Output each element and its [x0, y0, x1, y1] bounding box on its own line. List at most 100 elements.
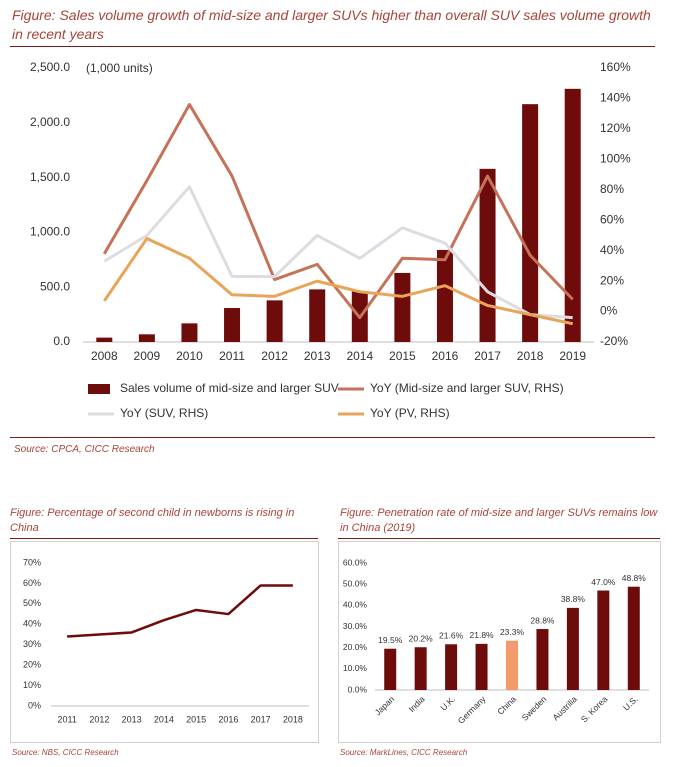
bar	[475, 643, 488, 690]
chart-frame	[10, 541, 319, 743]
bar	[138, 334, 155, 342]
x-tick-label: 2013	[122, 714, 142, 724]
y-tick-label: 0%	[28, 700, 41, 710]
y-tick-label: 30.0%	[343, 621, 368, 631]
x-tick-label: China	[495, 694, 518, 717]
y2-tick-label: 80%	[600, 182, 624, 196]
x-tick-label: 2014	[346, 349, 373, 363]
source: Source: NBS, CICC Research	[12, 748, 119, 757]
bar	[597, 590, 610, 690]
bar	[384, 648, 397, 690]
legend-label: YoY (SUV, RHS)	[120, 406, 208, 420]
x-tick-label: 2012	[89, 714, 109, 724]
legend-swatch	[88, 384, 110, 394]
bar	[479, 168, 496, 342]
x-tick-label: 2019	[559, 349, 586, 363]
x-tick-label: 2010	[176, 349, 203, 363]
x-tick-label: Sweden	[520, 694, 549, 723]
y-tick-label: 70%	[23, 557, 41, 567]
x-tick-label: 2009	[134, 349, 161, 363]
x-tick-label: Austrilia	[550, 694, 579, 723]
y-tick-label: 20.0%	[343, 642, 368, 652]
x-tick-label: 2008	[91, 349, 118, 363]
y-tick-label: 50%	[23, 598, 41, 608]
y2-tick-label: 160%	[600, 60, 631, 74]
value-label: 48.8%	[622, 573, 647, 583]
y-tick-label: 0.0	[53, 334, 70, 348]
y2-tick-label: 140%	[600, 91, 631, 105]
x-tick-label: 2015	[186, 714, 206, 724]
x-tick-label: 2017	[251, 714, 271, 724]
x-tick-label: 2014	[154, 714, 174, 724]
y-tick-label: 20%	[23, 660, 41, 670]
title-rule	[338, 538, 660, 539]
bar	[394, 272, 411, 342]
y-tick-label: 0.0%	[348, 684, 368, 694]
bar	[627, 586, 640, 690]
value-label: 28.8%	[530, 615, 555, 625]
title-rule	[10, 46, 655, 47]
source: Source: MarkLines, CICC Research	[340, 748, 468, 757]
x-tick-label: 2011	[57, 714, 76, 724]
bar	[266, 300, 283, 342]
x-tick-label: 2016	[218, 714, 238, 724]
value-label: 19.5%	[378, 635, 403, 645]
y-tick-label: 50.0%	[343, 578, 368, 588]
line	[102, 103, 574, 320]
bar	[564, 88, 581, 342]
value-label: 21.8%	[470, 630, 495, 640]
source-rule	[10, 437, 655, 438]
y-tick-label: 2,000.0	[30, 115, 70, 129]
title-rule	[10, 538, 318, 539]
y-tick-label: 40%	[23, 619, 41, 629]
x-tick-label: India	[407, 694, 427, 714]
x-tick-label: 2018	[517, 349, 544, 363]
y-tick-label: 60%	[23, 578, 41, 588]
bar	[224, 308, 241, 342]
chart-title: Figure: Percentage of second child in ne…	[10, 507, 295, 534]
y2-tick-label: 0%	[600, 304, 618, 318]
y-tick-label: 1,500.0	[30, 170, 70, 184]
y-tick-label: 10.0%	[343, 663, 368, 673]
y2-tick-label: 40%	[600, 243, 624, 257]
source: Source: CPCA, CICC Research	[14, 444, 155, 455]
x-tick-label: 2012	[261, 349, 288, 363]
y2-tick-label: 100%	[600, 152, 631, 166]
line	[103, 236, 574, 326]
x-tick-label: 2017	[474, 349, 501, 363]
x-tick-label: S. Korea	[579, 694, 610, 725]
x-tick-label: 2016	[432, 349, 459, 363]
y2-tick-label: 60%	[600, 212, 624, 226]
bar	[414, 647, 427, 690]
y-tick-label: 500.0	[40, 279, 70, 293]
bar	[536, 629, 549, 690]
x-tick-label: U.S.	[621, 694, 640, 713]
y-tick-label: 10%	[23, 680, 41, 690]
bar	[96, 337, 113, 342]
line	[103, 185, 573, 320]
y2-tick-label: 20%	[600, 273, 624, 287]
bar	[436, 249, 453, 342]
y-tick-label: 40.0%	[343, 600, 368, 610]
bar	[506, 640, 518, 690]
value-label: 20.2%	[409, 633, 434, 643]
y2-tick-label: 120%	[600, 121, 631, 135]
bar	[445, 644, 458, 690]
legend-label: YoY (PV, RHS)	[370, 406, 450, 420]
y-tick-label: 1,000.0	[30, 225, 70, 239]
chart-title: Figure: Sales volume growth of mid-size …	[12, 7, 651, 42]
x-tick-label: U.K.	[438, 694, 457, 713]
chart-frame	[338, 541, 661, 743]
x-tick-label: Japan	[373, 694, 397, 718]
y-tick-label: 60.0%	[343, 557, 368, 567]
bar	[522, 104, 539, 342]
legend-label: YoY (Mid-size and larger SUV, RHS)	[370, 381, 564, 395]
x-tick-label: 2013	[304, 349, 331, 363]
bar	[181, 323, 198, 342]
x-tick-label: Germany	[456, 693, 488, 725]
value-label: 47.0%	[591, 577, 616, 587]
line	[67, 584, 293, 638]
legend-label: Sales volume of mid-size and larger SUV	[120, 381, 339, 395]
